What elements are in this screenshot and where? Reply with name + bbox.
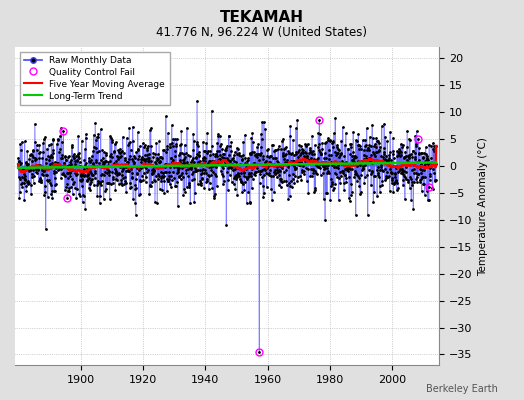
Legend: Raw Monthly Data, Quality Control Fail, Five Year Moving Average, Long-Term Tren: Raw Monthly Data, Quality Control Fail, … bbox=[19, 52, 170, 105]
Y-axis label: Temperature Anomaly (°C): Temperature Anomaly (°C) bbox=[478, 137, 488, 276]
Text: 41.776 N, 96.224 W (United States): 41.776 N, 96.224 W (United States) bbox=[157, 26, 367, 39]
Text: TEKAMAH: TEKAMAH bbox=[220, 10, 304, 25]
Text: Berkeley Earth: Berkeley Earth bbox=[426, 384, 498, 394]
